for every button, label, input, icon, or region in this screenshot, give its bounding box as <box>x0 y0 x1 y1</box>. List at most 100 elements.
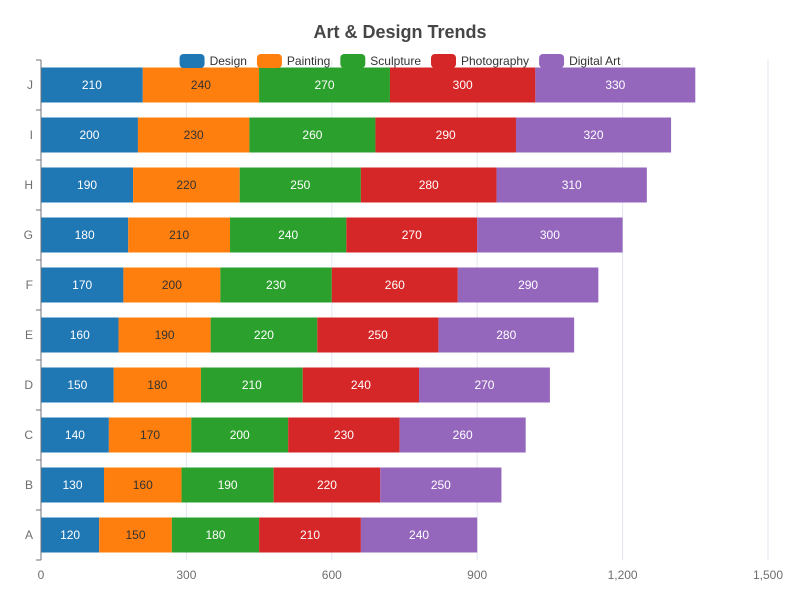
bar-value-label: 280 <box>419 178 439 192</box>
bar-value-label: 240 <box>351 378 371 392</box>
bar-value-label: 200 <box>230 428 250 442</box>
bar-value-label: 150 <box>125 528 145 542</box>
bar-photography-I[interactable] <box>375 117 516 153</box>
y-tick-label-F: F <box>26 278 33 292</box>
bar-value-label: 210 <box>82 78 102 92</box>
bars: 120 150 180 210 240 130 160 190 220 250 140 170 200 2… <box>41 67 696 553</box>
bar-digital-art-H[interactable] <box>496 167 647 203</box>
legend-label-painting[interactable]: Painting <box>287 54 330 68</box>
bar-sculpture-A[interactable] <box>171 517 260 553</box>
bar-photography-F[interactable] <box>331 267 458 303</box>
bar-painting-E[interactable] <box>118 317 211 353</box>
bar-painting-F[interactable] <box>123 267 221 303</box>
bar-painting-G[interactable] <box>128 217 231 253</box>
bar-value-label: 230 <box>334 428 354 442</box>
legend-label-digital-art[interactable]: Digital Art <box>569 54 621 68</box>
bar-digital-art-J[interactable] <box>535 67 696 103</box>
bar-value-label: 260 <box>385 278 405 292</box>
y-tick-label-A: A <box>25 528 33 542</box>
y-tick-label-H: H <box>24 178 33 192</box>
bar-value-label: 170 <box>140 428 160 442</box>
y-tick-label-J: J <box>27 78 33 92</box>
bar-value-label: 270 <box>402 228 422 242</box>
legend-swatch-digital-art[interactable] <box>539 54 565 68</box>
legend-label-sculpture[interactable]: Sculpture <box>370 54 421 68</box>
bar-design-D[interactable] <box>41 367 114 403</box>
bar-painting-B[interactable] <box>104 467 182 503</box>
bar-photography-D[interactable] <box>302 367 420 403</box>
legend-label-photography[interactable]: Photography <box>461 54 529 68</box>
bar-sculpture-D[interactable] <box>200 367 303 403</box>
bar-design-A[interactable] <box>41 517 100 553</box>
bar-sculpture-E[interactable] <box>210 317 318 353</box>
legend[interactable]: Design Painting Sculpture Photography Digita… <box>179 54 622 68</box>
bar-value-label: 180 <box>147 378 167 392</box>
bar-value-label: 190 <box>218 478 238 492</box>
bar-sculpture-J[interactable] <box>259 67 390 103</box>
bar-digital-art-A[interactable] <box>360 517 478 553</box>
bar-value-label: 180 <box>75 228 95 242</box>
bar-digital-art-F[interactable] <box>457 267 599 303</box>
bar-digital-art-E[interactable] <box>438 317 575 353</box>
bar-photography-C[interactable] <box>288 417 400 453</box>
bar-digital-art-G[interactable] <box>477 217 623 253</box>
bar-painting-A[interactable] <box>99 517 172 553</box>
legend-swatch-photography[interactable] <box>431 54 457 68</box>
bar-sculpture-B[interactable] <box>181 467 274 503</box>
bar-design-E[interactable] <box>41 317 119 353</box>
bar-painting-J[interactable] <box>142 67 260 103</box>
bar-photography-A[interactable] <box>259 517 361 553</box>
bar-value-label: 290 <box>436 128 456 142</box>
bar-sculpture-I[interactable] <box>249 117 376 153</box>
bar-value-label: 130 <box>62 478 82 492</box>
bar-photography-J[interactable] <box>389 67 536 103</box>
bar-photography-G[interactable] <box>346 217 478 253</box>
bar-sculpture-G[interactable] <box>230 217 347 253</box>
bar-value-label: 220 <box>254 328 274 342</box>
bar-design-H[interactable] <box>41 167 134 203</box>
y-tick-label-B: B <box>25 478 33 492</box>
bar-painting-C[interactable] <box>108 417 192 453</box>
bar-sculpture-F[interactable] <box>220 267 332 303</box>
legend-swatch-sculpture[interactable] <box>340 54 366 68</box>
bar-digital-art-B[interactable] <box>380 467 502 503</box>
bar-design-J[interactable] <box>41 67 143 103</box>
bar-digital-art-C[interactable] <box>399 417 526 453</box>
bar-value-label: 260 <box>453 428 473 442</box>
bar-painting-D[interactable] <box>113 367 201 403</box>
bar-value-label: 270 <box>315 78 335 92</box>
axes: A B C D E F G H I J 0 300 600 900 1,200 1,500 <box>24 59 783 582</box>
bar-photography-H[interactable] <box>360 167 497 203</box>
legend-swatch-design[interactable] <box>179 54 205 68</box>
legend-swatch-painting[interactable] <box>256 54 282 68</box>
legend-label-design[interactable]: Design <box>210 54 247 68</box>
bar-design-F[interactable] <box>41 267 124 303</box>
bar-painting-H[interactable] <box>133 167 240 203</box>
bar-digital-art-I[interactable] <box>515 117 672 153</box>
bar-design-I[interactable] <box>41 117 138 153</box>
y-tick-label-C: C <box>24 428 33 442</box>
bar-value-label: 190 <box>77 178 97 192</box>
y-tick-label-G: G <box>24 228 33 242</box>
bar-value-label: 310 <box>562 178 582 192</box>
y-tick-label-D: D <box>24 378 33 392</box>
bar-value-label: 230 <box>184 128 204 142</box>
bar-painting-I[interactable] <box>137 117 250 153</box>
bar-value-label: 280 <box>496 328 516 342</box>
bar-photography-E[interactable] <box>317 317 439 353</box>
bar-digital-art-D[interactable] <box>419 367 550 403</box>
bar-value-label: 160 <box>133 478 153 492</box>
bar-design-B[interactable] <box>41 467 105 503</box>
bar-value-label: 210 <box>242 378 262 392</box>
bar-value-label: 200 <box>79 128 99 142</box>
bar-photography-B[interactable] <box>273 467 381 503</box>
bar-sculpture-C[interactable] <box>191 417 289 453</box>
bar-design-C[interactable] <box>41 417 109 453</box>
bar-value-label: 180 <box>205 528 225 542</box>
bar-design-G[interactable] <box>41 217 129 253</box>
bar-sculpture-H[interactable] <box>239 167 361 203</box>
bar-value-label: 270 <box>474 378 494 392</box>
bar-value-label: 290 <box>518 278 538 292</box>
bar-value-label: 220 <box>317 478 337 492</box>
